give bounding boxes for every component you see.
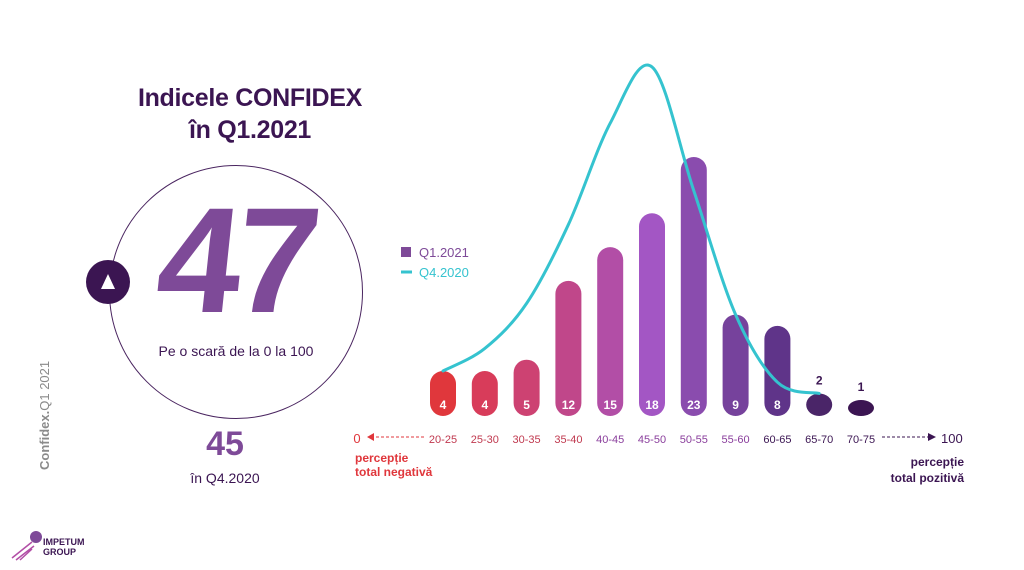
left-caption-line-1: percepție xyxy=(355,451,409,465)
chart-title: Indicele CONFIDEX în Q1.2021 xyxy=(90,82,410,146)
x-tick-35-40: 35-40 xyxy=(554,434,582,446)
bar-value-60-65: 8 xyxy=(774,398,781,412)
scale-description: Pe o scară de la 0 la 100 xyxy=(158,343,314,359)
left-caption-line-2: total negativă xyxy=(355,465,433,479)
impetum-logo-icon xyxy=(11,531,42,561)
trend-badge xyxy=(86,260,130,304)
bar-value-55-60: 9 xyxy=(732,398,739,412)
bar-55-60 xyxy=(722,314,749,416)
x-tick-45-50: 45-50 xyxy=(638,434,666,446)
bar-value-30-35: 5 xyxy=(523,398,530,412)
bar-20-25 xyxy=(430,370,456,416)
bar-value-20-25: 4 xyxy=(440,398,447,412)
x-tick-40-45: 40-45 xyxy=(596,434,624,446)
x-tick-60-65: 60-65 xyxy=(763,434,791,446)
bar-value-40-45: 15 xyxy=(604,398,618,412)
up-triangle-icon xyxy=(101,274,115,289)
left-arrow-icon xyxy=(367,433,374,441)
legend-label-q1-2021: Q1.2021 xyxy=(419,245,469,260)
bar-60-65 xyxy=(764,325,791,416)
title-line-2: în Q1.2021 xyxy=(188,116,312,144)
bar-value-70-75: 1 xyxy=(858,380,865,394)
x-tick-25-30: 25-30 xyxy=(471,434,499,446)
x-tick-50-55: 50-55 xyxy=(680,434,708,446)
right-caption-line-2: total pozitivă xyxy=(891,471,965,485)
bar-value-35-40: 12 xyxy=(562,398,576,412)
title-line-1: Indicele CONFIDEX xyxy=(137,84,363,112)
x-tick-20-25: 20-25 xyxy=(429,434,457,446)
bar-value-45-50: 18 xyxy=(645,398,659,412)
x-tick-55-60: 55-60 xyxy=(722,434,750,446)
bar-45-50 xyxy=(639,213,665,416)
legend-label-q4-2020: Q4.2020 xyxy=(419,265,469,280)
bar-40-45 xyxy=(597,247,624,416)
x-tick-70-75: 70-75 xyxy=(847,434,875,446)
bar-value-50-55: 23 xyxy=(687,398,701,412)
bar-50-55 xyxy=(680,157,707,416)
previous-index-value: 45 xyxy=(206,425,244,463)
x-tick-65-70: 65-70 xyxy=(805,434,833,446)
bar-30-35 xyxy=(513,359,540,416)
x-tick-30-35: 30-35 xyxy=(513,434,541,446)
bar-70-75 xyxy=(848,400,874,416)
bar-value-65-70: 2 xyxy=(816,373,823,387)
bar-25-30 xyxy=(471,370,498,416)
axis-right-value: 100 xyxy=(941,431,963,446)
bar-35-40 xyxy=(555,280,582,416)
axis-left-value: 0 xyxy=(353,431,360,446)
series-line-q4-2020 xyxy=(441,63,821,395)
right-caption-line-1: percepție xyxy=(911,455,965,469)
legend-swatch-q1-2021 xyxy=(401,247,411,257)
bar-65-70 xyxy=(806,393,833,416)
logo-line-2: GROUP xyxy=(43,547,77,557)
logo-text: IMPETUM GROUP xyxy=(43,537,85,557)
bar-value-25-30: 4 xyxy=(481,398,488,412)
right-arrow-icon xyxy=(928,433,936,441)
previous-index-label: în Q4.2020 xyxy=(190,470,260,486)
logo-line-1: IMPETUM xyxy=(43,537,85,547)
